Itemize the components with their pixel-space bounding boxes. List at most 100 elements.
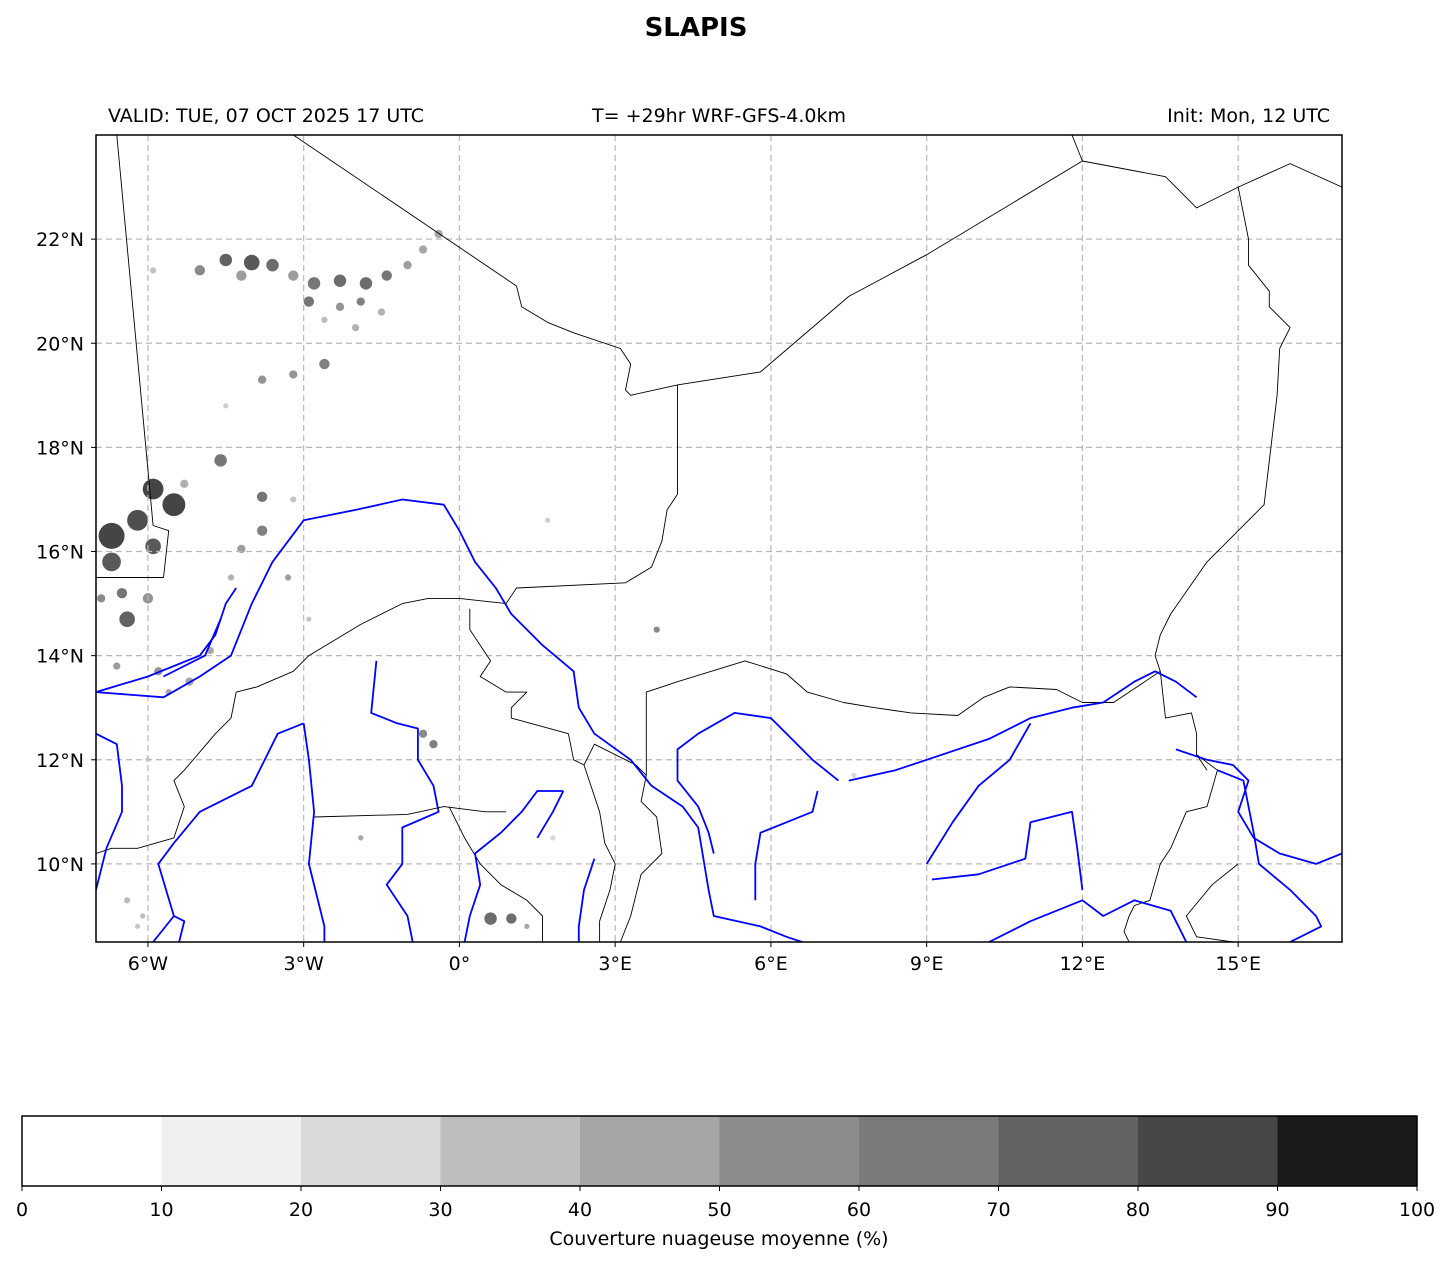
cloud-patch — [149, 267, 157, 274]
longitude-tick-label: 0° — [449, 953, 471, 975]
country-border — [469, 608, 647, 776]
cloud-patch — [256, 491, 268, 503]
cloud-patch — [307, 277, 321, 290]
longitude-tick-label: 12°E — [1060, 953, 1106, 975]
colorbar-tick-label: 50 — [707, 1199, 731, 1221]
cloud-patch — [124, 897, 131, 904]
country-border — [619, 775, 663, 942]
cloud-patch — [284, 574, 292, 581]
cloud-patch — [351, 324, 360, 332]
colorbar-tick-label: 60 — [847, 1199, 871, 1221]
river — [1175, 748, 1342, 865]
latitude-tick-label: 22°N — [36, 229, 84, 251]
country-border — [96, 384, 678, 854]
colorbar-label: Couverture nuageuse moyenne (%) — [549, 1228, 888, 1250]
country-border — [1123, 770, 1218, 942]
cloud-patch — [180, 479, 189, 488]
cloud-patch — [97, 594, 106, 603]
colorbar-segment — [859, 1116, 999, 1186]
colorbar: 0 10 20 30 40 50 60 70 80 90 100 Couverture nuageu… — [16, 1115, 1435, 1250]
cloud-patch — [145, 538, 161, 555]
cloud-patch — [194, 265, 206, 276]
river — [370, 660, 440, 942]
country-border — [1185, 863, 1239, 942]
colorbar-segments — [22, 1116, 1418, 1186]
colorbar-segment — [301, 1116, 441, 1186]
river — [463, 790, 564, 942]
colorbar-segment — [719, 1116, 860, 1186]
map-area: 6°W 3°W 0° 3°E 6°E 9°E 12°E 15°E 10°N 12°N 14°N 16… — [36, 134, 1343, 975]
cloud-patch — [102, 552, 121, 572]
river — [302, 723, 326, 942]
figure-title: SLAPIS — [645, 13, 748, 43]
cloud-patch — [550, 835, 556, 841]
colorbar-tick-label: 30 — [428, 1199, 452, 1221]
cloud-patch — [288, 270, 299, 281]
cloud-patch — [289, 370, 298, 379]
river — [152, 722, 305, 942]
country-border — [96, 135, 170, 578]
colorbar-tick-label: 90 — [1265, 1199, 1289, 1221]
cloud-patch — [524, 923, 530, 929]
cloud-patch — [333, 274, 347, 288]
country-border — [645, 660, 1161, 776]
river — [931, 810, 1084, 891]
colorbar-tick-labels: 0 10 20 30 40 50 60 70 80 90 100 — [16, 1186, 1435, 1221]
country-border — [1071, 135, 1083, 162]
river — [988, 899, 1188, 942]
valid-time-label: VALID: TUE, 07 OCT 2025 17 UTC — [108, 105, 424, 127]
latitude-tick-label: 14°N — [36, 646, 84, 668]
cloud-patch — [140, 913, 146, 919]
cloud-patch — [429, 740, 438, 749]
cloud-patch — [319, 358, 330, 370]
colorbar-segment — [161, 1116, 302, 1186]
latitude-tick-labels: 10°N 12°N 14°N 16°N 18°N 20°N 22°N — [36, 229, 96, 876]
cloud-patch — [303, 296, 315, 307]
cloud-patch — [162, 493, 186, 517]
cloud-patch — [851, 772, 857, 778]
colorbar-tick-label: 0 — [16, 1199, 28, 1221]
cloud-patch — [256, 525, 268, 536]
colorbar-tick-label: 80 — [1126, 1199, 1150, 1221]
cloud-patch — [418, 729, 428, 738]
cloud-patch — [119, 611, 135, 627]
colorbar-segment — [1138, 1116, 1278, 1186]
cloud-patch — [484, 912, 497, 925]
colorbar-segment — [998, 1116, 1139, 1186]
longitude-tick-label: 3°E — [598, 953, 632, 975]
init-time-label: Init: Mon, 12 UTC — [1167, 105, 1330, 127]
latitude-tick-label: 16°N — [36, 542, 84, 564]
cloud-patch — [214, 454, 227, 467]
cloud-patch — [381, 270, 392, 281]
cloud-patch — [219, 253, 233, 267]
country-border — [583, 764, 616, 942]
river — [676, 712, 839, 854]
cloud-patch — [113, 662, 121, 670]
cloud-patch — [116, 587, 128, 599]
latitude-tick-label: 18°N — [36, 437, 84, 459]
colorbar-segment — [580, 1116, 720, 1186]
cloud-patch — [135, 923, 141, 929]
river — [96, 587, 237, 693]
cloud-patch — [358, 835, 364, 841]
cloud-patch — [506, 913, 517, 924]
river — [577, 858, 596, 942]
colorbar-tick-label: 100 — [1399, 1199, 1435, 1221]
cloud-patch — [306, 616, 312, 622]
forecast-hour-label: T= +29hr WRF-GFS-4.0km — [591, 105, 846, 127]
river — [536, 790, 565, 839]
country-borders — [96, 135, 1342, 942]
map-frame — [95, 134, 1343, 943]
country-border — [1154, 187, 1291, 672]
latitude-tick-label: 12°N — [36, 750, 84, 772]
cloud-patch — [127, 509, 148, 531]
country-border — [448, 806, 543, 942]
cloud-patch — [377, 308, 386, 316]
cloud-patch — [266, 258, 279, 272]
cloud-patch — [359, 277, 373, 290]
colorbar-segment — [440, 1116, 581, 1186]
longitude-tick-label: 15°E — [1215, 953, 1261, 975]
cloud-cover-layer — [97, 229, 857, 929]
cloud-patch — [142, 478, 164, 500]
cloud-patch — [290, 496, 297, 503]
